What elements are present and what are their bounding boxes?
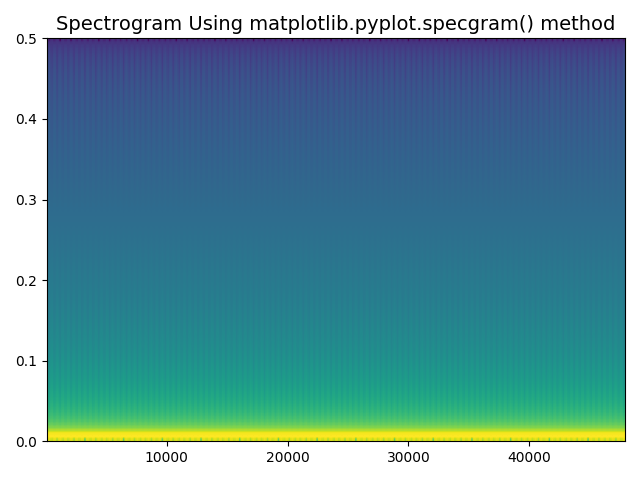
Title: Spectrogram Using matplotlib.pyplot.specgram() method: Spectrogram Using matplotlib.pyplot.spec… (56, 15, 616, 34)
